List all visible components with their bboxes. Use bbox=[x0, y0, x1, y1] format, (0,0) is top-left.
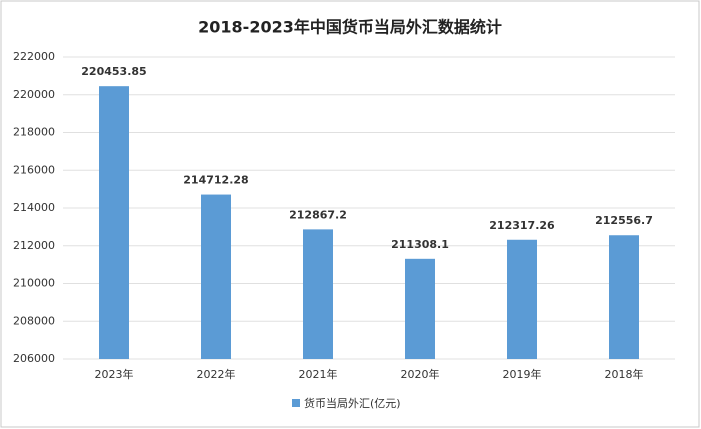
bar bbox=[507, 239, 537, 359]
legend-swatch bbox=[292, 399, 300, 407]
value-label: 220453.85 bbox=[81, 65, 146, 78]
value-label: 214712.28 bbox=[183, 174, 248, 187]
y-tick-label: 210000 bbox=[13, 277, 55, 290]
y-tick-label: 216000 bbox=[13, 163, 55, 176]
y-tick-label: 220000 bbox=[13, 88, 55, 101]
bar bbox=[303, 229, 333, 359]
legend-label: 货币当局外汇(亿元) bbox=[304, 396, 401, 410]
y-tick-label: 218000 bbox=[13, 126, 55, 139]
value-label: 212867.2 bbox=[289, 208, 347, 221]
bar bbox=[99, 86, 129, 359]
x-tick-label: 2022年 bbox=[197, 367, 236, 381]
value-label: 212556.7 bbox=[595, 214, 653, 227]
x-tick-label: 2021年 bbox=[299, 367, 338, 381]
y-tick-label: 214000 bbox=[13, 201, 55, 214]
y-tick-label: 206000 bbox=[13, 352, 55, 365]
value-label: 211308.1 bbox=[391, 238, 449, 251]
bar bbox=[609, 235, 639, 359]
y-tick-label: 222000 bbox=[13, 50, 55, 63]
bar bbox=[405, 258, 435, 359]
y-tick-label: 212000 bbox=[13, 239, 55, 252]
chart-title: 2018-2023年中国货币当局外汇数据统计 bbox=[198, 18, 502, 37]
x-tick-label: 2018年 bbox=[605, 367, 644, 381]
value-label: 212317.26 bbox=[489, 219, 555, 232]
x-tick-label: 2023年 bbox=[95, 367, 134, 381]
y-tick-label: 208000 bbox=[13, 314, 55, 327]
x-tick-label: 2020年 bbox=[401, 367, 440, 381]
x-tick-label: 2019年 bbox=[503, 367, 542, 381]
bar bbox=[201, 194, 231, 359]
